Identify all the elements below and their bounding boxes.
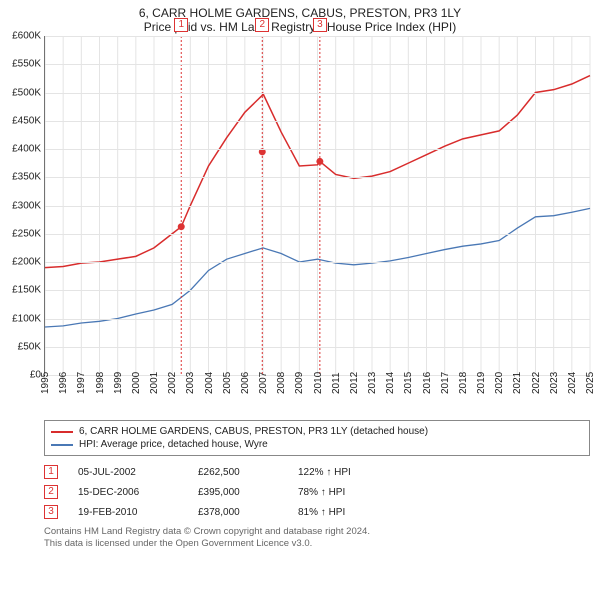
y-axis-label: £550K — [1, 59, 41, 70]
legend-label: 6, CARR HOLME GARDENS, CABUS, PRESTON, P… — [79, 426, 428, 437]
x-axis-label: 2018 — [458, 372, 469, 394]
y-axis-label: £600K — [1, 31, 41, 42]
x-axis-label: 2023 — [549, 372, 560, 394]
footer-line-2: This data is licensed under the Open Gov… — [44, 538, 590, 550]
title-line-2: Price paid vs. HM Land Registry's House … — [8, 20, 592, 34]
x-axis-label: 2021 — [512, 372, 523, 394]
x-axis-label: 2011 — [331, 372, 342, 394]
x-axis-label: 2020 — [494, 372, 505, 394]
legend-swatch — [51, 444, 73, 446]
event-date: 05-JUL-2002 — [78, 467, 178, 478]
y-axis-label: £50K — [1, 341, 41, 352]
event-marker-dot — [178, 223, 185, 230]
legend-swatch — [51, 431, 73, 433]
footer: Contains HM Land Registry data © Crown c… — [44, 526, 590, 551]
y-axis-label: £300K — [1, 200, 41, 211]
x-axis-label: 2006 — [240, 372, 251, 394]
x-axis-label: 2015 — [403, 372, 414, 394]
x-axis-labels: 1995199619971998199920002001200220032004… — [44, 376, 590, 416]
event-marker-box: 1 — [174, 18, 188, 32]
gridline — [45, 319, 590, 320]
x-axis-label: 1995 — [40, 372, 51, 394]
x-axis-label: 2000 — [131, 372, 142, 394]
x-axis-label: 2025 — [585, 372, 596, 394]
x-axis-label: 2017 — [440, 372, 451, 394]
x-axis-label: 2010 — [313, 372, 324, 394]
chart-title-block: 6, CARR HOLME GARDENS, CABUS, PRESTON, P… — [0, 0, 600, 36]
event-table: 1 05-JUL-2002 £262,500 122% ↑ HPI 2 15-D… — [44, 462, 590, 522]
title-line-1: 6, CARR HOLME GARDENS, CABUS, PRESTON, P… — [8, 6, 592, 20]
x-axis-label: 2022 — [531, 372, 542, 394]
event-ratio: 78% ↑ HPI — [298, 487, 418, 498]
event-date: 19-FEB-2010 — [78, 507, 178, 518]
legend-label: HPI: Average price, detached house, Wyre — [79, 439, 268, 450]
y-axis-label: £400K — [1, 144, 41, 155]
footer-line-1: Contains HM Land Registry data © Crown c… — [44, 526, 590, 538]
x-axis-label: 2019 — [476, 372, 487, 394]
gridline — [45, 206, 590, 207]
x-axis-label: 1999 — [113, 372, 124, 394]
event-marker-box: 2 — [44, 485, 58, 499]
legend-item: 6, CARR HOLME GARDENS, CABUS, PRESTON, P… — [51, 425, 583, 438]
x-axis-label: 2003 — [185, 372, 196, 394]
y-axis-label: £500K — [1, 87, 41, 98]
event-marker-box: 1 — [44, 465, 58, 479]
gridline — [45, 234, 590, 235]
event-marker-box: 3 — [44, 505, 58, 519]
event-ratio: 81% ↑ HPI — [298, 507, 418, 518]
gridline — [45, 177, 590, 178]
gridline — [45, 347, 590, 348]
gridline — [45, 262, 590, 263]
chart-container: 6, CARR HOLME GARDENS, CABUS, PRESTON, P… — [0, 0, 600, 590]
event-row: 3 19-FEB-2010 £378,000 81% ↑ HPI — [44, 502, 590, 522]
gridline — [45, 290, 590, 291]
x-axis-label: 2002 — [167, 372, 178, 394]
event-marker-dot — [316, 158, 323, 165]
y-axis-label: £350K — [1, 172, 41, 183]
x-axis-label: 2001 — [149, 372, 160, 394]
event-price: £378,000 — [198, 507, 278, 518]
gridline — [45, 93, 590, 94]
y-axis-label: £0 — [1, 370, 41, 381]
x-axis-label: 2012 — [349, 372, 360, 394]
gridline — [45, 121, 590, 122]
event-marker-box: 3 — [313, 18, 327, 32]
y-axis-label: £100K — [1, 313, 41, 324]
x-axis-label: 1997 — [76, 372, 87, 394]
x-axis-label: 2009 — [294, 372, 305, 394]
event-ratio: 122% ↑ HPI — [298, 467, 418, 478]
event-row: 2 15-DEC-2006 £395,000 78% ↑ HPI — [44, 482, 590, 502]
x-axis-label: 1998 — [95, 372, 106, 394]
event-marker-box: 2 — [255, 18, 269, 32]
legend: 6, CARR HOLME GARDENS, CABUS, PRESTON, P… — [44, 420, 590, 456]
event-price: £395,000 — [198, 487, 278, 498]
y-axis-label: £450K — [1, 115, 41, 126]
chart-area: £0£50K£100K£150K£200K£250K£300K£350K£400… — [44, 36, 590, 416]
x-axis-label: 2005 — [222, 372, 233, 394]
y-axis-label: £150K — [1, 285, 41, 296]
gridline — [45, 64, 590, 65]
x-axis-label: 2004 — [204, 372, 215, 394]
y-axis-label: £200K — [1, 257, 41, 268]
x-axis-label: 2013 — [367, 372, 378, 394]
x-axis-label: 2024 — [567, 372, 578, 394]
x-axis-label: 1996 — [58, 372, 69, 394]
plot-area: £0£50K£100K£150K£200K£250K£300K£350K£400… — [44, 36, 590, 376]
x-axis-label: 2014 — [385, 372, 396, 394]
legend-item: HPI: Average price, detached house, Wyre — [51, 438, 583, 451]
gridline — [45, 149, 590, 150]
event-price: £262,500 — [198, 467, 278, 478]
event-row: 1 05-JUL-2002 £262,500 122% ↑ HPI — [44, 462, 590, 482]
x-axis-label: 2008 — [276, 372, 287, 394]
x-axis-label: 2007 — [258, 372, 269, 394]
event-date: 15-DEC-2006 — [78, 487, 178, 498]
y-axis-label: £250K — [1, 228, 41, 239]
x-axis-label: 2016 — [422, 372, 433, 394]
gridline — [45, 36, 590, 37]
